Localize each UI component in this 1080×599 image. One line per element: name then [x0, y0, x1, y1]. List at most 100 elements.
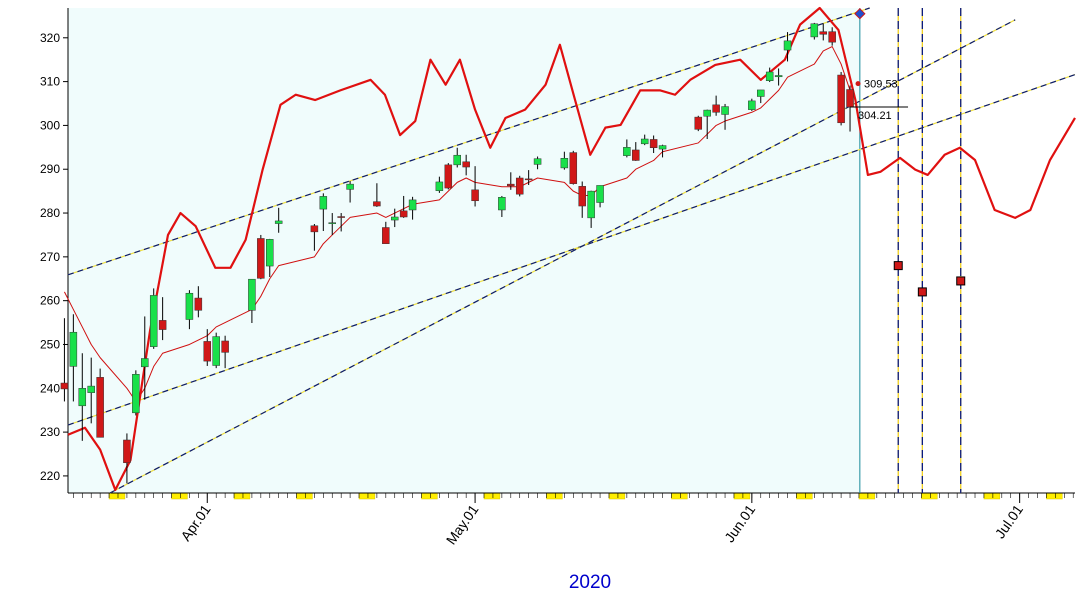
candle-body: [507, 183, 515, 187]
candle-body: [828, 31, 836, 43]
x-tick-label: Jul.01: [992, 501, 1027, 541]
candle-body: [587, 190, 595, 219]
trendline: [67, 7, 870, 276]
y-tick-label: 320: [40, 31, 60, 45]
candle-body: [623, 147, 631, 156]
y-tick-label: 260: [40, 294, 60, 308]
weekend-marker: [733, 492, 751, 500]
x-tick-label: Jun.01: [721, 501, 758, 545]
bg-layer: [63, 8, 1075, 503]
candle-body: [123, 439, 131, 464]
candle-body: [132, 374, 140, 414]
candle-body: [846, 89, 854, 108]
candle-body: [337, 216, 345, 218]
candle-body: [319, 196, 328, 210]
candle-body: [141, 358, 149, 368]
price-label: 304.21: [858, 110, 892, 122]
candle-body: [694, 116, 703, 130]
candle-body: [783, 40, 792, 51]
y-tick-label: 300: [40, 118, 60, 132]
candle-body: [819, 31, 827, 35]
indicator-line: [67, 6, 1076, 492]
weekend-marker: [421, 492, 438, 500]
candle-body: [328, 222, 336, 224]
weekend-marker: [921, 492, 938, 500]
candle-body: [60, 382, 69, 390]
candle-body: [382, 227, 390, 244]
indicator-line: [63, 46, 851, 402]
top-layer: [850, 7, 966, 297]
projection-box: [917, 287, 927, 297]
candle-body: [149, 295, 158, 347]
candle-body: [524, 178, 533, 181]
candle-body: [87, 385, 95, 393]
projection-box: [956, 276, 966, 286]
weekend-marker: [296, 492, 313, 500]
candle-body: [96, 377, 104, 438]
candle-body: [658, 145, 667, 150]
weekend-marker: [546, 492, 563, 500]
candle-body: [194, 297, 203, 311]
candle-body: [515, 177, 524, 195]
y-tick-label: 290: [40, 162, 60, 176]
weekend-marker: [796, 492, 813, 500]
candle-body: [408, 199, 417, 211]
weekend-marker: [108, 492, 126, 500]
candle-body: [310, 225, 319, 233]
candle-body: [578, 186, 586, 207]
candle-body: [596, 185, 604, 203]
candle-body: [346, 183, 354, 190]
weekend-marker: [233, 492, 251, 500]
candle-body: [632, 149, 640, 161]
plot-background: [68, 8, 860, 493]
candle-body: [721, 106, 729, 115]
candle-body: [640, 138, 649, 145]
candles-layer: [60, 22, 854, 484]
candle-body: [78, 388, 87, 407]
candle-body: [185, 292, 194, 320]
candle-body: [399, 210, 408, 218]
weekend-marker: [671, 492, 688, 500]
y-tick-label: 220: [40, 469, 60, 483]
y-tick-label: 240: [40, 381, 60, 395]
candle-body: [373, 201, 381, 207]
weekend-marker: [858, 492, 876, 500]
candle-body: [703, 109, 711, 117]
candle-body: [774, 75, 783, 78]
candle-body: [257, 238, 265, 279]
trendline: [67, 74, 1076, 426]
y-tick-label: 250: [40, 337, 60, 351]
candle-body: [453, 154, 461, 166]
y-tick-label: 280: [40, 206, 60, 220]
candle-body: [158, 320, 167, 330]
candle-body: [569, 152, 578, 184]
weekend-marker: [483, 492, 501, 500]
candle-body: [837, 74, 845, 124]
y-tick-label: 230: [40, 425, 60, 439]
x-axis-title: 2020: [569, 572, 611, 593]
candle-body: [444, 164, 453, 189]
candle-body: [649, 139, 658, 149]
candle-body: [765, 71, 774, 81]
price-label: 309.53: [864, 79, 898, 91]
candle-body: [471, 189, 479, 202]
x-tick-label: May.01: [443, 501, 482, 547]
weekend-marker: [358, 492, 376, 500]
candle-body: [533, 158, 542, 165]
trendline: [109, 19, 1016, 494]
grid-layer: [67, 7, 1076, 494]
candle-body: [435, 181, 444, 191]
weekend-marker: [171, 492, 188, 500]
candle-body: [203, 341, 212, 362]
candle-body: [810, 23, 819, 38]
y-tick-label: 310: [40, 75, 60, 89]
candle-body: [274, 220, 283, 224]
candle-body: [248, 278, 256, 311]
candle-body: [748, 100, 756, 110]
candle-body: [498, 197, 506, 211]
y-tick-label: 270: [40, 250, 60, 264]
candle-body: [69, 331, 78, 367]
candle-body: [212, 336, 220, 366]
candle-body: [560, 158, 569, 169]
